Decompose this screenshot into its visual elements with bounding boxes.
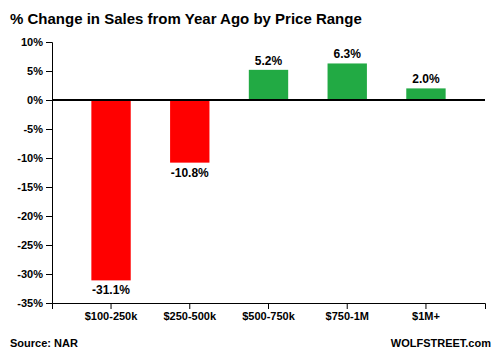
- y-tick-label: -10%: [17, 152, 43, 164]
- y-tick-label: 5%: [27, 65, 43, 77]
- axis-line: [46, 43, 53, 304]
- x-tick-mark: [347, 303, 348, 309]
- x-tick: $1M+: [412, 303, 440, 322]
- chart: % Change in Sales from Year Ago by Price…: [0, 0, 501, 355]
- y-tick-mark: [46, 129, 52, 130]
- bar: [406, 88, 445, 100]
- y-axis: -35% -30% -25% -20% -15% -10% -5% 0% 5% 10%: [17, 36, 52, 309]
- y-tick-label: -25%: [17, 239, 43, 251]
- y-tick: -15%: [17, 181, 52, 193]
- bars: [52, 63, 485, 280]
- y-tick-mark: [46, 100, 52, 101]
- x-tick: $250-500k: [163, 303, 216, 322]
- y-tick: -30%: [17, 268, 52, 280]
- y-tick-label: -15%: [17, 181, 43, 193]
- x-tick-label: $100-250k: [85, 310, 138, 322]
- annotation: WOLFSTREET.com: [391, 337, 491, 349]
- y-tick-label: -20%: [17, 210, 43, 222]
- x-tick: $100-250k: [85, 303, 138, 322]
- y-tick-mark: [46, 42, 52, 43]
- x-axis: $100-250k $250-500k $500-750k $750-1M $1M+: [53, 303, 486, 322]
- x-tick-label: $1M+: [412, 310, 440, 322]
- x-tick-mark: [268, 303, 269, 309]
- y-tick-mark: [46, 71, 52, 72]
- y-tick-mark: [46, 274, 52, 275]
- y-tick-mark: [46, 187, 52, 188]
- y-tick: 10%: [21, 36, 52, 48]
- x-tick-mark: [425, 303, 426, 309]
- bar: [328, 63, 367, 100]
- y-tick-mark: [46, 303, 52, 304]
- y-tick-mark: [46, 216, 52, 217]
- annotation: Source: NAR: [10, 337, 78, 349]
- plot: -35% -30% -25% -20% -15% -10% -5% 0% 5% 10% $100-2…: [17, 36, 485, 322]
- y-tick: -10%: [17, 152, 52, 164]
- bar: [91, 100, 130, 280]
- y-tick-label: 10%: [21, 36, 43, 48]
- data-labels: -31.1% -10.8% 5.2% 6.3% 2.0%: [92, 47, 440, 297]
- data-label: -31.1%: [92, 283, 130, 297]
- axis-line: [53, 304, 486, 310]
- x-tick: $500-750k: [242, 303, 295, 322]
- data-label: 6.3%: [334, 47, 362, 61]
- x-tick: $750-1M: [326, 303, 369, 322]
- y-tick-label: -5%: [23, 123, 43, 135]
- y-tick: -20%: [17, 210, 52, 222]
- y-tick: -35%: [17, 297, 52, 309]
- y-tick: -25%: [17, 239, 52, 251]
- y-tick-mark: [46, 158, 52, 159]
- bar: [170, 100, 209, 163]
- x-tick-label: $750-1M: [326, 310, 369, 322]
- title: % Change in Sales from Year Ago by Price…: [10, 10, 362, 27]
- data-label: 5.2%: [255, 54, 283, 68]
- y-tick: -5%: [23, 123, 52, 135]
- zero-line: [52, 99, 485, 101]
- data-label: -10.8%: [171, 166, 209, 180]
- y-tick-label: -30%: [17, 268, 43, 280]
- x-tick-label: $500-750k: [242, 310, 295, 322]
- y-tick: 0%: [27, 94, 52, 106]
- y-tick-label: -35%: [17, 297, 43, 309]
- bar: [249, 70, 288, 100]
- y-tick: 5%: [27, 65, 52, 77]
- x-tick-mark: [189, 303, 190, 309]
- x-tick-label: $250-500k: [163, 310, 216, 322]
- y-tick-mark: [46, 245, 52, 246]
- y-tick-label: 0%: [27, 94, 43, 106]
- x-tick-mark: [111, 303, 112, 309]
- data-label: 2.0%: [412, 72, 440, 86]
